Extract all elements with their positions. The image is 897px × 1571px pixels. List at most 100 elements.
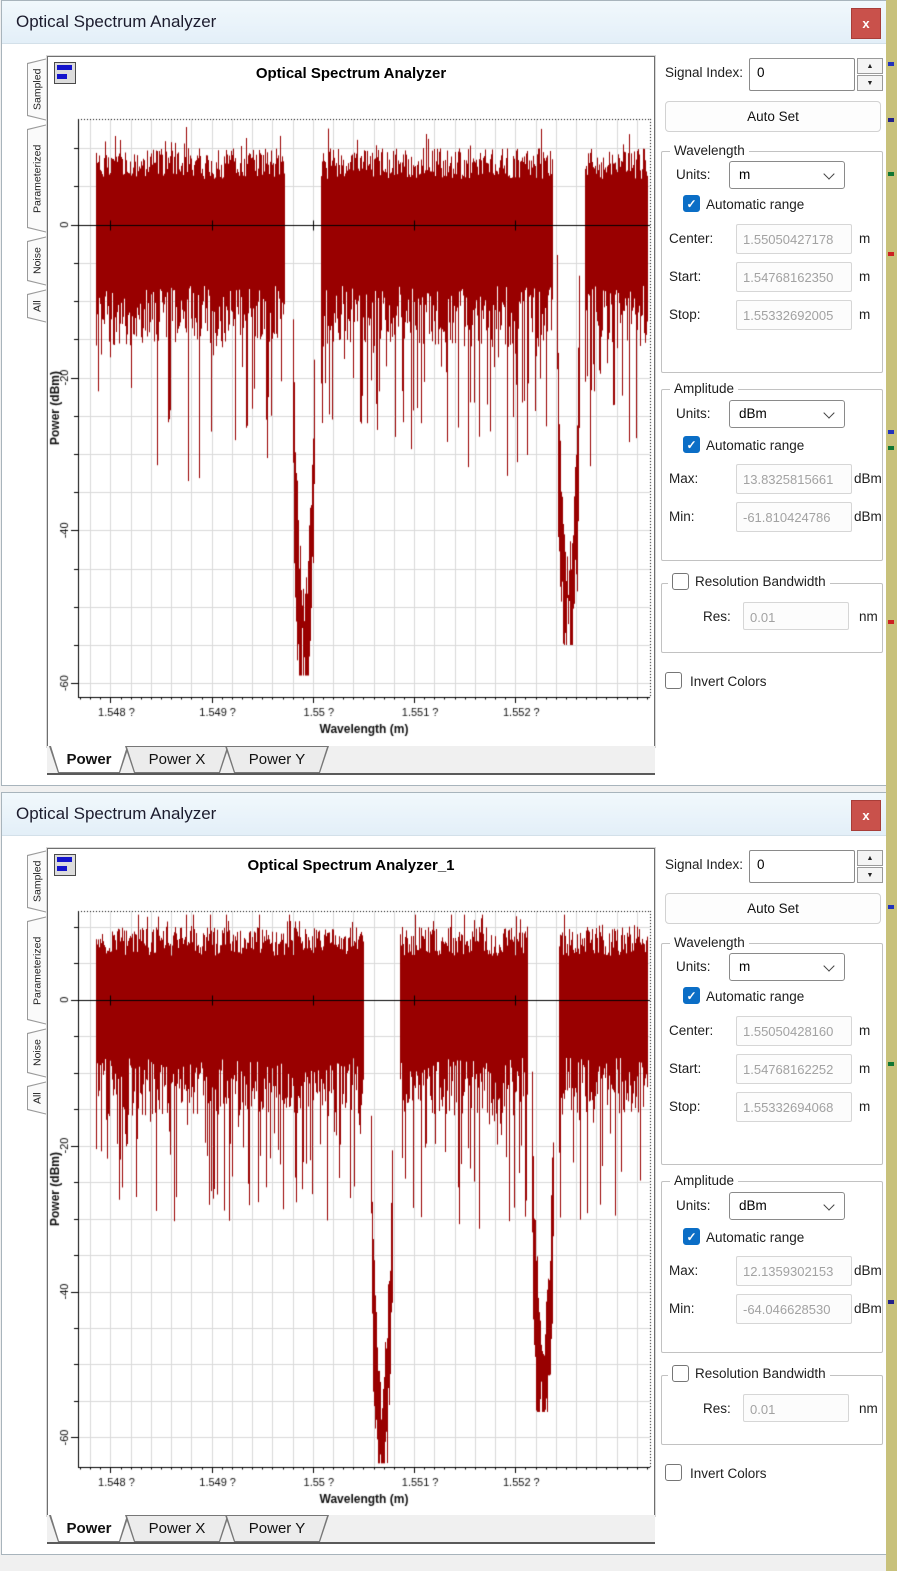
units-label: Units: [676, 1198, 711, 1213]
wavelength-group: Wavelength Units: m Automatic range Cent… [661, 143, 883, 373]
bottom-tab-strip: Power Power X Power Y [47, 746, 655, 775]
amplitude-group-label: Amplitude [670, 381, 739, 396]
min-unit: dBm [854, 1301, 882, 1316]
side-tab-all[interactable]: All [27, 289, 48, 323]
graph-window-icon[interactable] [54, 854, 76, 876]
auto-range-label: Automatic range [706, 438, 805, 453]
max-unit: dBm [854, 1263, 882, 1278]
chevron-down-icon [823, 168, 835, 180]
spectrum-plot [48, 97, 654, 745]
spectrum-plot [48, 889, 654, 1515]
wavelength-auto-range-checkbox[interactable] [683, 195, 700, 212]
amplitude-units-dropdown[interactable]: dBm [729, 400, 845, 428]
side-tab-noise[interactable]: Noise [27, 1028, 48, 1078]
side-tab-sampled[interactable]: Sampled [27, 850, 48, 913]
invert-colors-label: Invert Colors [690, 674, 767, 689]
titlebar[interactable]: Optical Spectrum Analyzer x [2, 793, 887, 836]
resolution-bandwidth-checkbox[interactable] [672, 1365, 689, 1382]
stop-unit: m [859, 307, 871, 322]
osa-window-2: Optical Spectrum Analyzer x Sampled Para… [1, 792, 888, 1555]
wavelength-group-label: Wavelength [670, 143, 749, 158]
chevron-down-icon [823, 1199, 835, 1211]
signal-index-input[interactable]: 0 [749, 850, 855, 883]
units-label: Units: [676, 406, 711, 421]
side-tab-sampled[interactable]: Sampled [27, 58, 48, 121]
invert-colors-checkbox[interactable] [665, 1464, 682, 1481]
chart-title: Optical Spectrum Analyzer [255, 65, 447, 82]
min-label: Min: [669, 1301, 695, 1316]
center-value: 1.55050427178 [736, 224, 852, 254]
resolution-bandwidth-group: Resolution Bandwidth Res: 0.01 nm [661, 1365, 883, 1445]
stop-label: Stop: [669, 1099, 701, 1114]
units-label: Units: [676, 959, 711, 974]
tab-power-y[interactable]: Power Y [225, 746, 329, 773]
spinner-down-icon[interactable]: ▼ [857, 867, 883, 883]
max-label: Max: [669, 471, 699, 486]
window-title: Optical Spectrum Analyzer [16, 804, 217, 823]
tab-power-y[interactable]: Power Y [225, 1515, 329, 1542]
amplitude-group: Amplitude Units: dBm Automatic range Max… [661, 1173, 883, 1353]
start-value: 1.54768162350 [736, 262, 852, 292]
start-value: 1.54768162252 [736, 1054, 852, 1084]
workspace-strip [886, 0, 897, 1571]
chart-panel: Optical Spectrum Analyzer_1 [46, 847, 656, 1517]
resolution-bandwidth-header: Resolution Bandwidth [668, 573, 830, 590]
side-tab-parameterized[interactable]: Parameterized [27, 916, 48, 1025]
resolution-bandwidth-group: Resolution Bandwidth Res: 0.01 nm [661, 573, 883, 653]
wavelength-units-dropdown[interactable]: m [729, 161, 845, 189]
center-value: 1.55050428160 [736, 1016, 852, 1046]
chevron-down-icon [823, 407, 835, 419]
stop-unit: m [859, 1099, 871, 1114]
chevron-down-icon [823, 960, 835, 972]
invert-colors-checkbox[interactable] [665, 672, 682, 689]
start-label: Start: [669, 269, 702, 284]
auto-set-button[interactable]: Auto Set [665, 101, 881, 132]
center-label: Center: [669, 1023, 714, 1038]
res-label: Res: [703, 1401, 731, 1416]
side-tab-all[interactable]: All [27, 1081, 48, 1115]
auto-range-label: Automatic range [706, 989, 805, 1004]
close-icon: x [862, 16, 870, 31]
center-unit: m [859, 231, 871, 246]
bottom-tab-strip: Power Power X Power Y [47, 1515, 655, 1544]
wavelength-group-label: Wavelength [670, 935, 749, 950]
close-button[interactable]: x [851, 800, 881, 831]
wavelength-auto-range-checkbox[interactable] [683, 987, 700, 1004]
start-unit: m [859, 269, 871, 284]
signal-index-stepper: ▲ ▼ [857, 850, 883, 883]
signal-index-input[interactable]: 0 [749, 58, 855, 91]
resolution-bandwidth-header: Resolution Bandwidth [668, 1365, 830, 1382]
auto-set-button[interactable]: Auto Set [665, 893, 881, 924]
tab-power-x[interactable]: Power X [125, 1515, 229, 1542]
spinner-up-icon[interactable]: ▲ [857, 850, 883, 866]
amplitude-units-dropdown[interactable]: dBm [729, 1192, 845, 1220]
tab-power-x[interactable]: Power X [125, 746, 229, 773]
tab-power[interactable]: Power [49, 1515, 129, 1542]
side-tab-noise[interactable]: Noise [27, 236, 48, 286]
tab-power[interactable]: Power [49, 746, 129, 773]
resolution-bandwidth-checkbox[interactable] [672, 573, 689, 590]
max-unit: dBm [854, 471, 882, 486]
units-label: Units: [676, 167, 711, 182]
spinner-down-icon[interactable]: ▼ [857, 75, 883, 91]
res-value: 0.01 [743, 602, 849, 630]
side-tab-parameterized[interactable]: Parameterized [27, 124, 48, 233]
close-button[interactable]: x [851, 8, 881, 39]
wavelength-units-dropdown[interactable]: m [729, 953, 845, 981]
min-value: -64.046628530 [736, 1294, 852, 1324]
max-value: 12.1359302153 [736, 1256, 852, 1286]
res-label: Res: [703, 609, 731, 624]
amplitude-auto-range-checkbox[interactable] [683, 436, 700, 453]
min-value: -61.810424786 [736, 502, 852, 532]
close-icon: x [862, 808, 870, 823]
graph-window-icon[interactable] [54, 62, 76, 84]
center-unit: m [859, 1023, 871, 1038]
amplitude-auto-range-checkbox[interactable] [683, 1228, 700, 1245]
invert-colors-label: Invert Colors [690, 1466, 767, 1481]
res-unit: nm [859, 609, 878, 624]
signal-index-label: Signal Index: [665, 65, 744, 80]
spinner-up-icon[interactable]: ▲ [857, 58, 883, 74]
stop-value: 1.55332694068 [736, 1092, 852, 1122]
titlebar[interactable]: Optical Spectrum Analyzer x [2, 1, 887, 44]
window-title: Optical Spectrum Analyzer [16, 12, 217, 31]
